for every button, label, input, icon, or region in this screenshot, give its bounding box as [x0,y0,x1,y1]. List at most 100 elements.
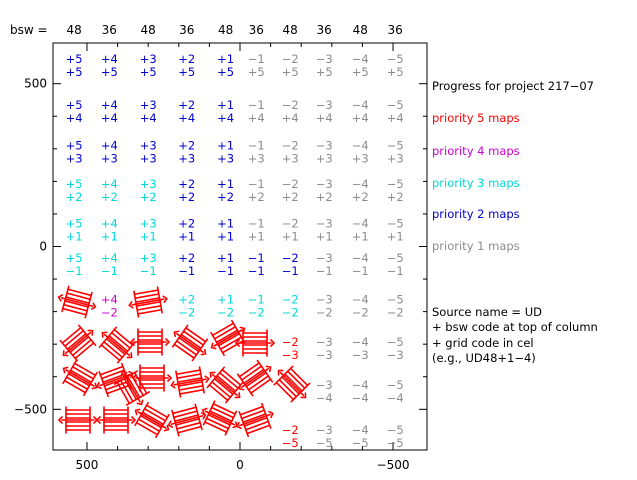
cell-code-bottom: +4 [248,111,265,125]
glyph-hatch [278,378,298,398]
glyph-hatch [134,293,160,299]
map-glyph [95,406,137,434]
x-tick-label: 0 [236,458,244,472]
cell-code-bottom: +4 [66,111,83,125]
glyph-hatch [174,414,199,422]
cell-code-top: +2 [178,52,195,66]
cell-code-top: −5 [387,138,404,152]
cell-code-bottom: +5 [282,65,299,79]
cell-code-top: −3 [316,378,333,392]
glyph-hatch [64,329,85,347]
cell-code-top: +2 [178,98,195,112]
cell-code-bottom: −1 [282,264,299,278]
cell-code-top: −1 [248,98,265,112]
glyph-hatch [130,373,144,397]
cell-code-bottom: −1 [352,264,369,278]
cell-code-top: −3 [316,217,333,231]
cell-code-top: +2 [178,177,195,191]
map-glyph [62,359,98,397]
cell-code-top: +1 [217,177,234,191]
cell-code-top: +4 [101,52,118,66]
glyph-arrows [277,369,307,399]
glyph-hatch [137,308,163,315]
bsw-code: 36 [249,23,264,37]
cell-code-bottom: −5 [352,436,369,450]
glyph-hatch [179,388,205,395]
glyph-hatch [105,338,126,356]
cell-code-top: −5 [387,378,404,392]
cell-code-bottom: −1 [101,264,118,278]
glyph-hatch [104,380,130,391]
glyph-hatch [135,421,159,436]
glyph-hatch [205,417,230,430]
cell-code-bottom: −4 [316,391,333,405]
cell-code-top: −2 [282,423,299,437]
cell-code-top: −4 [352,292,369,306]
cell-code-top: +4 [101,138,118,152]
glyph-hatch [67,372,91,387]
glyph-arrows [173,330,207,356]
glyph-hatch [219,336,243,350]
glyph-hatch [208,384,229,402]
glyph-hatch [113,328,134,346]
cell-code-top: −1 [248,52,265,66]
cell-code-top: −3 [316,98,333,112]
cell-code-top: −3 [316,177,333,191]
cell-code-bottom: −5 [316,436,333,450]
glyph-hatch [74,342,95,360]
map-glyph [134,401,170,439]
cell-code-top: +4 [101,177,118,191]
cell-code-top: −3 [316,423,333,437]
cell-code-bottom: −1 [178,264,195,278]
glyph-hatch [173,410,198,419]
glyph-hatch [243,416,268,427]
cell-code-bottom: +1 [140,230,157,244]
cell-code-top: −4 [352,251,369,265]
glyph-hatch [221,368,242,386]
glyph-hatch [175,340,198,356]
cell-code-bottom: +2 [387,190,404,204]
glyph-hatch [244,420,270,431]
glyph-hatch [66,332,87,350]
glyph-hatch [177,377,203,383]
cell-code-bottom: +1 [282,230,299,244]
source-note: + grid code in cel [432,336,534,350]
cell-code-bottom: −2 [316,305,333,319]
cell-code-bottom: +5 [101,65,118,79]
cell-code-bottom: −1 [316,264,333,278]
legend-entry: priority 5 maps [432,111,520,125]
cell-code-bottom: +2 [101,190,118,204]
cell-code-bottom: −3 [316,348,333,362]
glyph-hatch [106,384,131,395]
cell-code-bottom: +2 [248,190,265,204]
map-glyph [98,326,136,364]
cell-code-top: −5 [387,177,404,191]
bsw-code: 48 [66,23,81,37]
glyph-hatch [177,381,203,387]
glyph-hatch [212,403,236,415]
glyph-hatch [216,374,237,392]
glyph-arrows [134,408,170,432]
cell-code-bottom: +3 [178,151,195,165]
map-glyph [201,400,239,436]
cell-code-top: −1 [248,292,265,306]
y-tick-label: 0 [39,240,47,254]
source-note: Source name = UD [432,305,542,319]
glyph-hatch [100,344,121,362]
cell-code-top: −1 [248,138,265,152]
glyph-hatch [110,331,131,349]
glyph-hatch [136,305,162,311]
cell-code-top: −4 [352,52,369,66]
glyph-arrows [238,365,272,391]
source-note: (e.g., UD48+1−4) [432,351,536,365]
cell-code-bottom: +5 [178,65,195,79]
glyph-arrows [209,371,241,399]
cell-code-bottom: +4 [387,111,404,125]
glyph-hatch [126,375,141,399]
glyph-hatch [209,410,233,423]
glyph-hatch [133,371,148,395]
cell-code-bottom: +1 [178,230,195,244]
cell-code-top: −2 [282,335,299,349]
glyph-hatch [213,326,237,340]
glyph-bar [173,378,207,386]
